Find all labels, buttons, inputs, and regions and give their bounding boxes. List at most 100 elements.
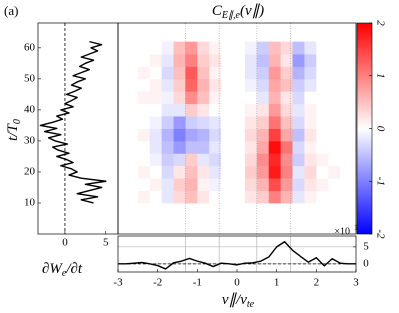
heat-cell xyxy=(197,54,210,67)
heat-cell xyxy=(340,41,353,55)
chart-title: CE∥,e(v∥) xyxy=(212,3,264,21)
heat-cell xyxy=(185,153,198,167)
heat-cell xyxy=(328,128,341,142)
y-axis-label: t/T0 xyxy=(5,119,23,141)
heat-cell xyxy=(268,165,282,179)
heat-cell xyxy=(244,54,258,67)
bottom-x-axis-label: v∥/vte xyxy=(222,292,255,310)
heat-cell xyxy=(268,91,282,105)
heat-cell xyxy=(292,140,305,154)
heat-cell xyxy=(125,140,139,154)
axes-frame xyxy=(117,235,357,273)
heat-cell xyxy=(268,41,282,55)
heat-cell xyxy=(209,153,222,167)
heat-cell xyxy=(292,103,305,117)
heat-cell xyxy=(244,116,258,129)
heat-cell xyxy=(280,128,293,142)
heat-cell xyxy=(221,116,234,129)
heat-cell xyxy=(221,140,234,154)
heat-cell xyxy=(209,78,222,92)
heat-cell xyxy=(244,128,258,142)
colorbar-tick-label: -2 xyxy=(374,229,386,239)
heat-cell xyxy=(256,78,270,92)
heat-cell xyxy=(304,165,317,179)
heat-cell xyxy=(221,190,234,204)
y-tick-label: 10 xyxy=(24,197,36,209)
heat-cell xyxy=(197,153,210,167)
heat-cell xyxy=(149,66,163,80)
heat-cell xyxy=(161,153,174,167)
heat-cell xyxy=(185,41,198,55)
heat-cell xyxy=(268,116,282,129)
y-tick-label: 40 xyxy=(24,103,36,115)
heat-cell xyxy=(149,54,163,67)
line xyxy=(39,40,107,204)
heat-cell xyxy=(304,190,317,204)
heat-cell xyxy=(209,91,222,105)
heat-cell xyxy=(173,165,186,179)
heat-cell xyxy=(185,116,198,129)
heat-cell xyxy=(185,54,198,67)
colorbar-tick-label: 0 xyxy=(374,126,386,132)
heat-cell xyxy=(137,116,151,129)
heat-cell xyxy=(280,66,293,80)
heat-cell xyxy=(304,128,317,142)
heat-cell xyxy=(197,116,210,129)
heat-cell xyxy=(137,128,151,142)
heat-cell xyxy=(161,66,174,80)
heat-cell xyxy=(233,41,246,55)
heat-cell xyxy=(161,116,174,129)
heat-cell xyxy=(268,153,282,167)
heat-cell xyxy=(256,91,270,105)
heat-cell xyxy=(340,178,353,191)
heat-cell xyxy=(256,190,270,204)
heat-cell xyxy=(244,190,258,204)
heat-cell xyxy=(221,103,234,117)
heat-cell xyxy=(233,116,246,129)
heat-cell xyxy=(244,178,258,191)
heat-cell xyxy=(161,78,174,92)
heat-cell xyxy=(197,165,210,179)
heat-cell xyxy=(280,41,293,55)
heat-cell xyxy=(328,153,341,167)
heat-cell xyxy=(185,178,198,191)
heat-cell xyxy=(244,140,258,154)
x-label-rest: /∂t xyxy=(65,261,83,277)
heat-cell xyxy=(328,140,341,154)
axes-frame xyxy=(117,22,357,235)
heat-cell xyxy=(328,116,341,129)
heat-cell xyxy=(173,66,186,80)
heat-cell xyxy=(304,54,317,67)
heat-cell xyxy=(292,178,305,191)
heat-cell xyxy=(292,54,305,67)
heat-cell xyxy=(256,41,270,55)
heat-cell xyxy=(304,140,317,154)
heat-cell xyxy=(292,78,305,92)
heat-cell xyxy=(340,91,353,105)
heat-cell xyxy=(340,153,353,167)
heat-cell xyxy=(161,190,174,204)
heat-cell xyxy=(268,178,282,191)
heat-cell xyxy=(233,91,246,105)
heat-cell xyxy=(209,178,222,191)
heat-cell xyxy=(173,54,186,67)
heat-cell xyxy=(149,165,163,179)
heat-cell xyxy=(292,66,305,80)
heat-cell xyxy=(256,54,270,67)
heat-cell xyxy=(185,103,198,117)
heat-cell xyxy=(209,54,222,67)
heat-cell xyxy=(137,66,151,80)
heat-cell xyxy=(233,190,246,204)
heat-cell xyxy=(280,140,293,154)
x-tick-label: 5 xyxy=(103,237,109,249)
x-label-base: v∥/v xyxy=(222,292,247,308)
heat-cell xyxy=(161,54,174,67)
heat-cell xyxy=(340,54,353,67)
heat-cell xyxy=(316,178,329,191)
heat-cell xyxy=(304,153,317,167)
heat-cell xyxy=(233,78,246,92)
heat-cell xyxy=(268,190,282,204)
x-tick-label: -1 xyxy=(193,277,202,289)
heat-cell xyxy=(233,140,246,154)
heat-cell xyxy=(161,178,174,191)
